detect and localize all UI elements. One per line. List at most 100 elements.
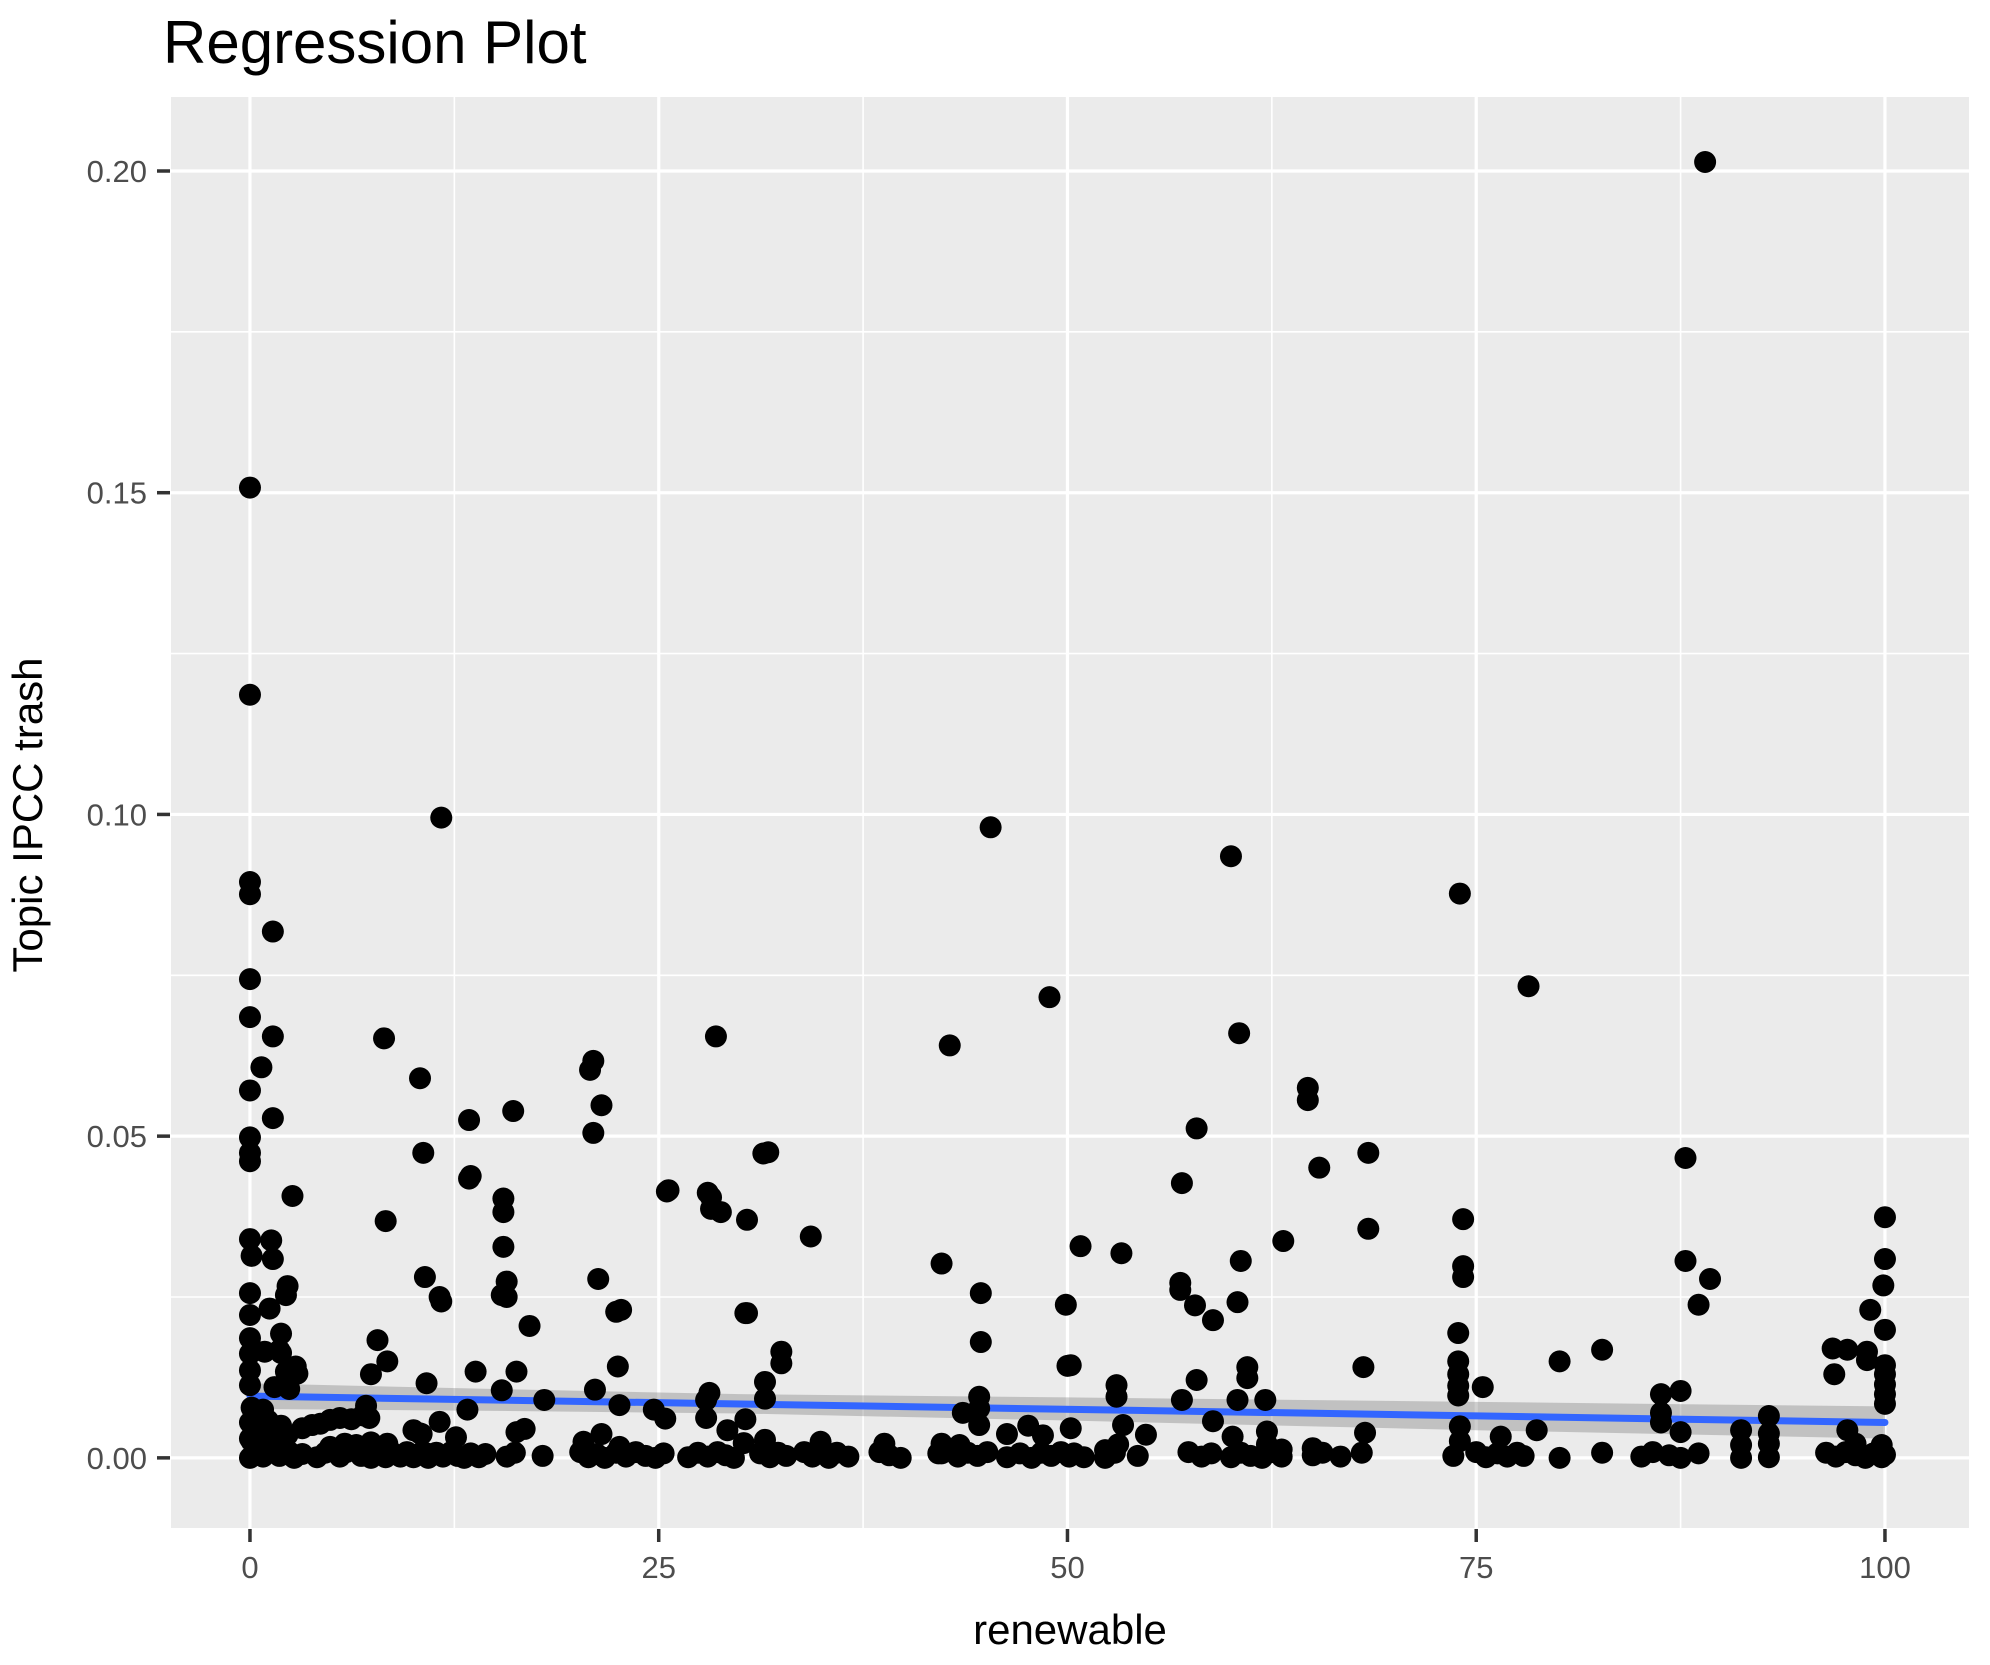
data-point xyxy=(250,1056,273,1079)
data-point xyxy=(492,1235,515,1258)
data-point xyxy=(1823,1363,1846,1386)
data-point xyxy=(1873,1443,1896,1466)
x-tick-label: 50 xyxy=(1050,1550,1084,1585)
data-point xyxy=(1525,1419,1548,1442)
data-point xyxy=(1226,1291,1249,1314)
data-point xyxy=(1183,1294,1206,1317)
y-tick-label: 0.10 xyxy=(87,797,147,832)
data-point xyxy=(458,1167,481,1190)
data-point xyxy=(238,1282,261,1305)
data-point xyxy=(1649,1383,1672,1406)
data-point xyxy=(1591,1441,1614,1464)
data-point xyxy=(1699,1267,1722,1290)
data-point xyxy=(1548,1350,1571,1373)
data-point xyxy=(238,1374,261,1397)
data-point xyxy=(413,1266,436,1289)
data-point xyxy=(278,1378,301,1401)
data-point xyxy=(1308,1156,1331,1179)
data-point xyxy=(930,1252,953,1275)
data-point xyxy=(734,1302,757,1325)
data-point xyxy=(1350,1441,1373,1464)
data-point xyxy=(533,1388,556,1411)
data-point xyxy=(240,1244,263,1267)
data-point xyxy=(1170,1388,1193,1411)
data-point xyxy=(590,1094,613,1117)
data-point xyxy=(1272,1230,1295,1253)
data-point xyxy=(608,1394,631,1417)
data-point xyxy=(531,1444,554,1467)
data-point xyxy=(1103,1441,1126,1464)
data-point xyxy=(458,1109,481,1132)
data-point xyxy=(1836,1338,1859,1361)
data-point xyxy=(1352,1356,1375,1379)
data-point xyxy=(291,1417,314,1440)
data-point xyxy=(1236,1367,1259,1390)
y-tick-label: 0.15 xyxy=(87,476,147,511)
data-point xyxy=(976,1441,999,1464)
data-point xyxy=(716,1419,739,1442)
data-point xyxy=(1517,975,1540,998)
data-point xyxy=(1669,1446,1692,1469)
data-point xyxy=(1357,1217,1380,1240)
data-point xyxy=(490,1379,513,1402)
data-point xyxy=(1219,845,1242,868)
data-point xyxy=(358,1406,381,1429)
data-point xyxy=(1757,1446,1780,1469)
data-point xyxy=(696,1181,719,1204)
data-point xyxy=(582,1121,605,1144)
data-point xyxy=(736,1208,759,1231)
x-tick-label: 25 xyxy=(641,1550,675,1585)
data-point xyxy=(1201,1410,1224,1433)
data-point xyxy=(709,1201,732,1224)
data-point xyxy=(260,1229,283,1252)
data-point xyxy=(366,1329,389,1352)
data-point xyxy=(1038,986,1061,1009)
data-point xyxy=(1270,1445,1293,1468)
data-point xyxy=(1112,1414,1135,1437)
data-point xyxy=(1329,1445,1352,1468)
data-point xyxy=(505,1360,528,1383)
data-point xyxy=(654,1407,677,1430)
data-point xyxy=(238,1006,261,1029)
data-point xyxy=(1669,1379,1692,1402)
data-point xyxy=(359,1363,382,1386)
data-point xyxy=(270,1322,293,1345)
y-tick-label: 0.05 xyxy=(87,1119,147,1154)
data-point xyxy=(583,1378,606,1401)
data-point xyxy=(412,1141,435,1164)
data-point xyxy=(474,1443,497,1466)
data-point xyxy=(1452,1266,1475,1289)
data-point xyxy=(775,1444,798,1467)
data-point xyxy=(606,1355,629,1378)
data-point xyxy=(1442,1444,1465,1467)
data-point xyxy=(1872,1274,1895,1297)
data-point xyxy=(238,1150,261,1173)
data-point xyxy=(1687,1293,1710,1316)
data-point xyxy=(837,1445,860,1468)
data-point xyxy=(1226,1388,1249,1411)
data-point xyxy=(1694,150,1717,173)
data-point xyxy=(1357,1141,1380,1164)
data-point xyxy=(1229,1249,1252,1272)
data-point xyxy=(1134,1423,1157,1446)
data-point xyxy=(1170,1172,1193,1195)
data-point xyxy=(1873,1206,1896,1229)
data-point xyxy=(1687,1442,1710,1465)
data-point xyxy=(753,1370,776,1393)
data-point xyxy=(428,1410,451,1433)
data-point xyxy=(695,1388,718,1411)
data-point xyxy=(1649,1411,1672,1434)
data-point xyxy=(1069,1235,1092,1258)
data-point xyxy=(268,1339,291,1362)
data-point xyxy=(415,1372,438,1395)
x-axis-title: renewable xyxy=(0,1606,1990,1654)
data-point xyxy=(374,1210,397,1233)
data-point xyxy=(238,1327,261,1350)
data-point xyxy=(409,1067,432,1090)
data-point xyxy=(995,1423,1018,1446)
data-point xyxy=(430,806,453,829)
data-point xyxy=(464,1360,487,1383)
data-point xyxy=(590,1423,613,1446)
data-point xyxy=(799,1225,822,1248)
